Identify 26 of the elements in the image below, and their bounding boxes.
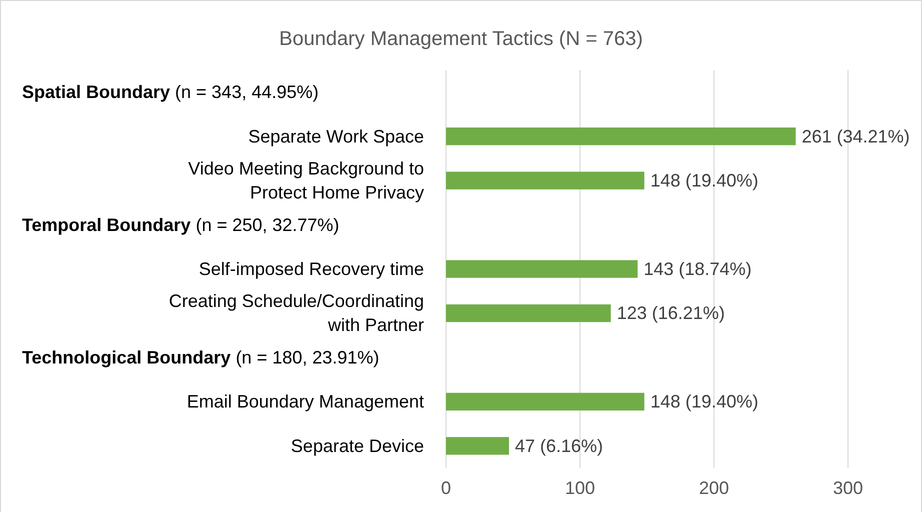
x-tick-label: 0 xyxy=(440,478,452,498)
text: Temporal Boundary (n = 250, 32.77%) xyxy=(22,214,340,235)
text: Spatial Boundary (n = 343, 44.95%) xyxy=(22,82,319,102)
bar xyxy=(446,172,644,190)
y-tick-label: Separate Device xyxy=(290,436,424,456)
bar xyxy=(446,260,638,278)
y-tick-label: Creating Schedule/Coordinating with Partner xyxy=(168,291,424,336)
y-tick-label: Separate Work Space xyxy=(248,126,424,146)
data-label: 148 (19.40%) xyxy=(650,170,758,191)
y-tick-label: Video Meeting Background to Protect Home Privacy xyxy=(188,158,424,203)
x-tick-label: 100 xyxy=(564,478,596,498)
y-tick-label: Email Boundary Management xyxy=(186,392,424,412)
bar xyxy=(446,392,644,411)
x-tick-label: 200 xyxy=(698,478,730,498)
data-label: 148 (19.40%) xyxy=(650,392,758,412)
data-label: 123 (16.21%) xyxy=(616,303,725,324)
bar xyxy=(446,127,796,146)
data-label: 261 (34.21%) xyxy=(802,126,910,146)
chart-title: Boundary Management Tactics (N = 763) xyxy=(279,28,643,50)
x-tick-label: 300 xyxy=(832,478,864,498)
data-label: 47 (6.16%) xyxy=(514,436,604,456)
bar xyxy=(446,437,509,455)
bar xyxy=(446,304,611,322)
text: Technological Boundary (n = 180, 23.91%) xyxy=(22,347,380,368)
data-label: 143 (18.74%) xyxy=(644,259,752,279)
y-tick-label: Self-imposed Recovery time xyxy=(198,259,424,279)
